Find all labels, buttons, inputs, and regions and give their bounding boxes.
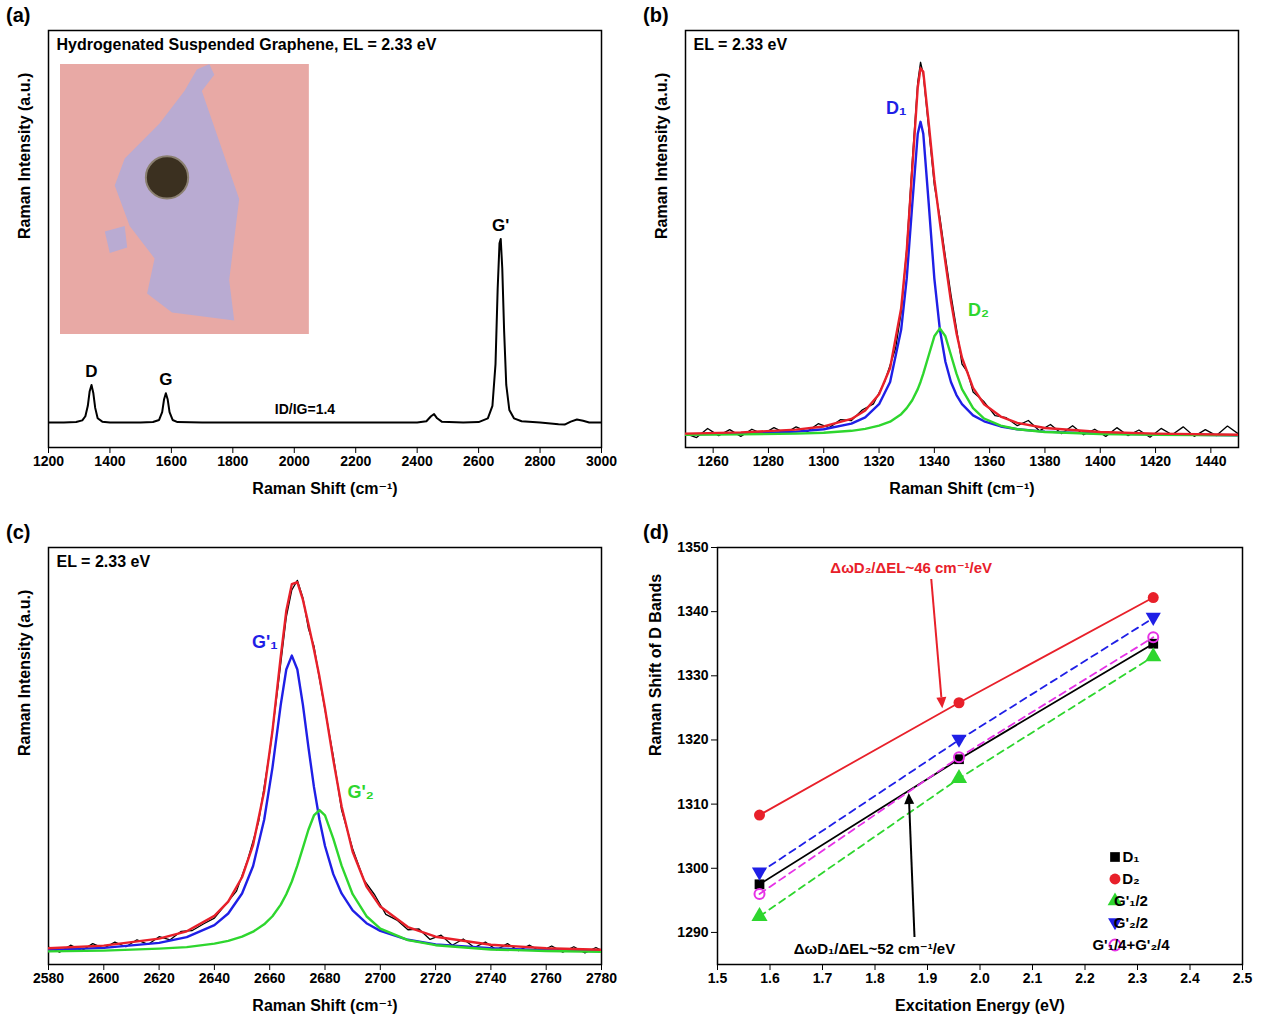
svg-text:EL = 2.33 eV: EL = 2.33 eV — [694, 36, 788, 53]
svg-text:1420: 1420 — [1140, 453, 1171, 469]
svg-text:D₁: D₁ — [886, 98, 906, 118]
svg-text:1290: 1290 — [677, 924, 708, 940]
svg-text:Excitation Energy (eV): Excitation Energy (eV) — [895, 997, 1065, 1014]
svg-text:1.5: 1.5 — [708, 970, 728, 986]
svg-text:2700: 2700 — [365, 970, 396, 986]
svg-text:2.2: 2.2 — [1075, 970, 1095, 986]
svg-text:1200: 1200 — [33, 453, 64, 469]
html-text:(b): (b) — [643, 4, 669, 26]
svg-text:ΔωD₁/ΔEL~52 cm⁻¹/eV: ΔωD₁/ΔEL~52 cm⁻¹/eV — [794, 940, 955, 957]
svg-text:2720: 2720 — [420, 970, 451, 986]
svg-text:EL = 2.33 eV: EL = 2.33 eV — [57, 553, 151, 570]
svg-text:1320: 1320 — [677, 731, 708, 747]
svg-text:Raman Shift of D Bands: Raman Shift of D Bands — [647, 574, 664, 756]
svg-text:1.8: 1.8 — [865, 970, 885, 986]
svg-text:Raman Shift (cm⁻¹): Raman Shift (cm⁻¹) — [252, 997, 397, 1014]
svg-text:1400: 1400 — [94, 453, 125, 469]
html-text:(c): (c) — [6, 521, 31, 543]
svg-text:1.7: 1.7 — [813, 970, 833, 986]
svg-text:2600: 2600 — [88, 970, 119, 986]
svg-text:2.3: 2.3 — [1128, 970, 1148, 986]
svg-text:G: G — [159, 370, 172, 389]
svg-text:G'₂/2: G'₂/2 — [1114, 914, 1148, 931]
svg-text:2800: 2800 — [524, 453, 555, 469]
svg-text:3000: 3000 — [586, 453, 617, 469]
svg-text:D₁: D₁ — [1122, 848, 1139, 865]
svg-text:1.9: 1.9 — [918, 970, 938, 986]
svg-text:1340: 1340 — [677, 603, 708, 619]
svg-text:1440: 1440 — [1195, 453, 1226, 469]
svg-text:2760: 2760 — [531, 970, 562, 986]
svg-text:1800: 1800 — [217, 453, 248, 469]
svg-text:2600: 2600 — [463, 453, 494, 469]
svg-text:1280: 1280 — [753, 453, 784, 469]
svg-text:1360: 1360 — [974, 453, 1005, 469]
svg-text:2000: 2000 — [279, 453, 310, 469]
svg-text:1380: 1380 — [1029, 453, 1060, 469]
svg-text:G'₁: G'₁ — [252, 632, 278, 652]
svg-text:1350: 1350 — [677, 539, 708, 555]
html-text:(a): (a) — [6, 4, 31, 26]
svg-text:2580: 2580 — [33, 970, 64, 986]
svg-text:ΔωD₂/ΔEL~46 cm⁻¹/eV: ΔωD₂/ΔEL~46 cm⁻¹/eV — [830, 559, 992, 576]
svg-text:Raman Intensity (a.u.): Raman Intensity (a.u.) — [653, 73, 670, 239]
svg-text:2.1: 2.1 — [1023, 970, 1043, 986]
svg-text:2740: 2740 — [475, 970, 506, 986]
svg-text:G'₁/2: G'₁/2 — [1114, 892, 1148, 909]
svg-text:Raman Intensity (a.u.): Raman Intensity (a.u.) — [16, 73, 33, 239]
html-text:(d): (d) — [643, 521, 669, 543]
svg-text:D: D — [85, 362, 97, 381]
svg-text:G': G' — [492, 216, 509, 235]
svg-text:2660: 2660 — [254, 970, 285, 986]
svg-text:D₂: D₂ — [968, 300, 989, 320]
svg-text:Raman Shift (cm⁻¹): Raman Shift (cm⁻¹) — [252, 480, 397, 497]
svg-text:1.6: 1.6 — [760, 970, 780, 986]
svg-text:2780: 2780 — [586, 970, 617, 986]
svg-text:2680: 2680 — [309, 970, 340, 986]
svg-text:Raman Intensity (a.u.): Raman Intensity (a.u.) — [16, 590, 33, 756]
svg-text:1330: 1330 — [677, 667, 708, 683]
svg-text:G'₁/4+G'₂/4: G'₁/4+G'₂/4 — [1092, 936, 1170, 953]
svg-text:2400: 2400 — [402, 453, 433, 469]
svg-text:1340: 1340 — [919, 453, 950, 469]
svg-text:2620: 2620 — [144, 970, 175, 986]
svg-text:Raman Shift (cm⁻¹): Raman Shift (cm⁻¹) — [889, 480, 1034, 497]
svg-text:2.4: 2.4 — [1180, 970, 1200, 986]
svg-text:1310: 1310 — [677, 796, 708, 812]
svg-text:2640: 2640 — [199, 970, 230, 986]
svg-text:2200: 2200 — [340, 453, 371, 469]
svg-text:D₂: D₂ — [1122, 870, 1140, 887]
svg-text:ID/IG=1.4: ID/IG=1.4 — [275, 401, 336, 417]
svg-text:G'₂: G'₂ — [347, 782, 373, 802]
svg-text:2.5: 2.5 — [1233, 970, 1253, 986]
svg-text:2.0: 2.0 — [970, 970, 990, 986]
svg-text:1320: 1320 — [863, 453, 894, 469]
svg-text:1300: 1300 — [808, 453, 839, 469]
svg-text:1400: 1400 — [1085, 453, 1116, 469]
svg-text:1600: 1600 — [156, 453, 187, 469]
svg-text:1300: 1300 — [677, 860, 708, 876]
svg-text:Hydrogenated Suspended Graphen: Hydrogenated Suspended Graphene, EL = 2.… — [57, 36, 437, 53]
svg-text:1260: 1260 — [698, 453, 729, 469]
